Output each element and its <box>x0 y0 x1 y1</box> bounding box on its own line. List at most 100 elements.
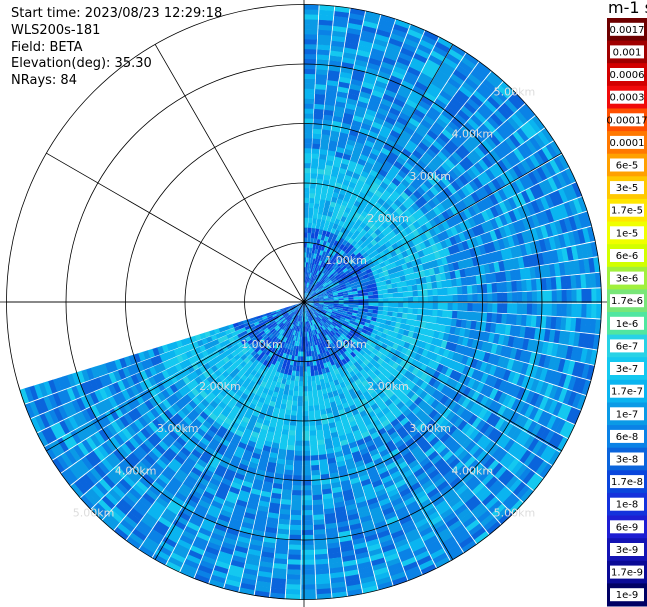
range-gate <box>342 222 349 229</box>
range-gate <box>507 197 518 210</box>
range-gate <box>367 271 374 278</box>
range-gate <box>422 415 433 426</box>
range-gate <box>326 154 335 162</box>
range-gate <box>399 84 412 95</box>
range-gate <box>432 206 442 216</box>
range-gate <box>407 184 417 194</box>
range-gate <box>471 203 482 215</box>
range-gate <box>507 258 515 270</box>
range-gate <box>485 220 495 232</box>
range-gate <box>356 245 364 253</box>
range-gate <box>390 262 397 269</box>
range-gate <box>344 247 351 255</box>
range-gate <box>431 337 439 346</box>
range-gate <box>309 289 314 295</box>
range-gate <box>353 299 359 303</box>
range-gate <box>394 186 404 196</box>
range-gate <box>558 388 568 403</box>
range-gate <box>325 195 333 202</box>
range-gate <box>568 260 576 275</box>
range-gate <box>553 386 563 401</box>
range-gate <box>329 55 343 62</box>
range-gate <box>319 4 335 11</box>
range-gate <box>508 167 520 181</box>
range-gate <box>307 232 312 238</box>
range-gate <box>488 364 498 376</box>
range-gate <box>322 317 328 323</box>
range-gate <box>491 430 503 444</box>
range-gate <box>422 289 429 297</box>
range-gate <box>430 399 440 409</box>
range-gate <box>327 280 333 285</box>
range-gate <box>311 158 319 164</box>
range-gate <box>307 305 312 310</box>
range-gate <box>385 173 395 182</box>
range-gate <box>337 172 346 180</box>
range-gate <box>490 272 497 283</box>
range-gate <box>540 316 547 329</box>
range-gate <box>315 288 320 293</box>
range-gate <box>419 72 433 83</box>
range-gate <box>553 330 561 344</box>
range-gate <box>368 209 376 218</box>
range-gate <box>500 271 507 282</box>
range-gate <box>317 44 331 51</box>
range-gate <box>350 261 357 268</box>
range-gate <box>573 198 583 214</box>
range-gate <box>477 303 483 312</box>
range-gate <box>486 412 497 425</box>
range-gate <box>317 173 324 180</box>
range-gate <box>307 272 311 278</box>
range-gate <box>378 272 385 278</box>
range-gate <box>501 281 508 293</box>
range-gate <box>429 436 440 447</box>
range-gate <box>358 275 365 281</box>
range-gate <box>389 394 398 403</box>
range-gate <box>562 186 573 202</box>
range-gate <box>349 329 356 335</box>
range-gate <box>377 224 386 233</box>
range-gate <box>388 194 398 203</box>
range-gate <box>347 237 355 245</box>
range-gate <box>548 399 559 415</box>
range-gate <box>392 266 399 274</box>
range-gate <box>548 370 558 385</box>
range-gate <box>317 254 322 261</box>
range-gate <box>408 402 418 412</box>
range-gate <box>383 142 394 152</box>
range-gate <box>533 133 546 149</box>
range-gate <box>332 309 338 313</box>
range-gate <box>544 447 557 463</box>
range-gate <box>523 435 535 450</box>
range-gate <box>443 143 455 155</box>
range-gate <box>391 70 405 80</box>
range-gate <box>498 379 508 392</box>
range-gate <box>317 276 322 282</box>
range-gate <box>362 165 372 174</box>
range-gate <box>364 15 380 25</box>
range-gate <box>398 392 407 401</box>
range-gate <box>322 229 327 236</box>
range-gate <box>441 256 448 266</box>
range-gate <box>496 313 503 324</box>
range-gate <box>521 190 531 204</box>
range-gate <box>317 34 332 41</box>
range-gate <box>441 220 451 231</box>
range-gate <box>428 237 436 246</box>
range-gate <box>540 225 549 239</box>
range-gate <box>381 266 388 272</box>
range-gate <box>440 240 448 249</box>
range-gate <box>467 303 473 312</box>
range-gate <box>341 314 347 319</box>
range-gate <box>545 277 552 290</box>
range-gate <box>530 315 537 328</box>
range-gate <box>341 251 348 258</box>
range-gate <box>494 466 507 480</box>
range-gate <box>358 302 364 306</box>
range-gate <box>553 371 563 386</box>
range-gate <box>416 314 423 322</box>
range-gate <box>519 449 532 464</box>
range-gate <box>325 277 330 283</box>
range-gate <box>326 278 332 284</box>
range-gate <box>442 302 449 310</box>
